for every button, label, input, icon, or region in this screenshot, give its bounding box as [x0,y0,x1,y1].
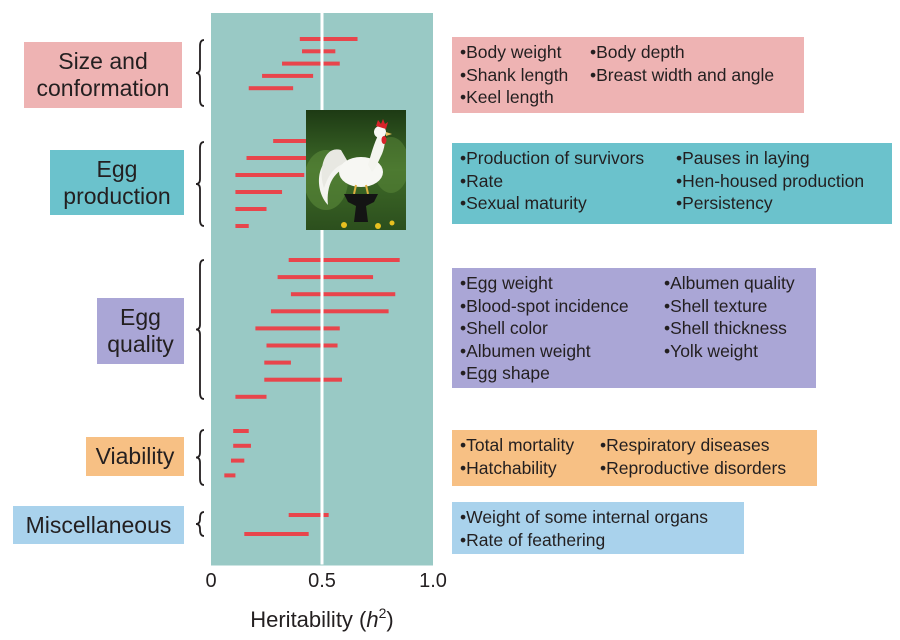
range-bar [266,343,338,348]
x-label-variable: h [366,607,378,632]
trait-item: •Total mortality [460,435,575,455]
trait-item: •Rate of feathering [460,529,606,550]
trait-item: •Weight of some internal organs [460,507,709,527]
curly-brace [195,429,205,486]
curly-brace [195,259,205,400]
group-label: Viability [86,437,184,476]
trait-column: •Body depth •Breast width and angle [590,41,774,86]
group-label: Egg quality [97,298,184,364]
trait-item: •Breast width and angle [590,64,775,85]
x-label-suffix: ) [386,607,393,632]
trait-item: •Yolk weight [664,340,759,361]
range-bar [288,258,400,262]
range-bar [288,513,329,517]
range-bar [235,190,283,194]
trait-item: •Shell color [460,318,548,338]
range-bar [264,360,291,365]
trait-column: •Weight of some internal organs •Rate of … [460,506,708,551]
trait-item: •Persistency [676,193,773,213]
rooster-photo [306,110,406,230]
range-bar [233,429,249,433]
trait-item: •Rate [460,170,504,191]
trait-item: •Reproductive disorders [600,457,787,478]
x-label-prefix: Heritability ( [250,607,367,632]
trait-item: •Hatchability [460,457,557,478]
range-bar [235,394,267,399]
range-bar [302,49,336,54]
range-bar [246,156,309,160]
range-bar [255,326,340,331]
trait-item: •Shank length [460,64,569,85]
curly-brace [195,39,205,107]
range-bar [248,86,294,91]
x-axis-label: Heritability (h2) [250,605,394,632]
group-label: Miscellaneous [13,506,184,544]
curly-brace [195,141,205,227]
trait-item: •Shell texture [664,295,768,316]
range-bar [235,207,267,211]
range-bar [270,309,389,314]
curly-brace [195,511,205,537]
range-bar [262,73,314,78]
range-bar [277,275,374,280]
range-bars [224,37,400,536]
range-bar [235,173,305,177]
trait-column: •Body weight •Shank length •Keel length [460,41,568,109]
range-bar [230,458,245,463]
range-bar [244,532,309,536]
trait-item: •Keel length [460,87,554,107]
trait-column: •Production of survivors •Rate •Sexual mat… [460,147,644,215]
range-bar [235,224,249,228]
trait-column: •Total mortality •Hatchability [460,434,574,479]
range-bar [299,37,358,41]
x-tick-label: 0 [205,570,216,592]
trait-box: •Weight of some internal organs •Rate of … [452,502,744,554]
x-label-superscript: 2 [379,605,387,621]
trait-column: •Egg weight •Blood-spot incidence •Shell c… [460,272,629,385]
trait-item: •Albumen quality [664,273,795,293]
trait-item: •Shell thickness [664,318,787,338]
trait-item: •Sexual maturity [460,193,587,213]
trait-item: •Respiratory diseases [600,435,770,455]
trait-column: •Pauses in laying •Hen-housed production •… [676,147,864,215]
trait-item: •Production of survivors [460,148,645,168]
trait-item: •Albumen weight [460,340,591,361]
trait-column: •Albumen quality •Shell texture •Shell thi… [664,272,795,362]
range-bar [264,377,342,382]
group-braces [195,39,205,537]
rooster-icon [306,110,406,230]
range-bar [282,61,340,66]
trait-item: •Hen-housed production [676,170,865,191]
group-label: Size and conformation [24,42,182,108]
x-tick-label: 0.5 [308,570,336,592]
trait-item: •Egg weight [460,273,553,293]
range-bar [273,139,311,143]
trait-column: •Respiratory diseases •Reproductive disor… [600,434,786,479]
trait-item: •Body depth [590,42,685,62]
trait-box: •Total mortality •Hatchability •Respirator… [452,430,817,486]
trait-box: •Body weight •Shank length •Keel length •Bo… [452,37,804,113]
range-bar [224,473,236,478]
trait-item: •Body weight [460,42,562,62]
trait-box: •Egg weight •Blood-spot incidence •Shell c… [452,268,816,388]
trait-item: •Egg shape [460,363,550,383]
x-ticks: 0 0.5 1.0 [205,570,446,592]
trait-box: •Production of survivors •Rate •Sexual mat… [452,143,892,224]
range-bar [290,292,396,297]
trait-item: •Blood-spot incidence [460,295,629,316]
group-label: Egg production [50,150,184,215]
range-bar [233,443,251,448]
x-tick-label: 1.0 [419,570,447,592]
trait-item: •Pauses in laying [676,148,810,168]
